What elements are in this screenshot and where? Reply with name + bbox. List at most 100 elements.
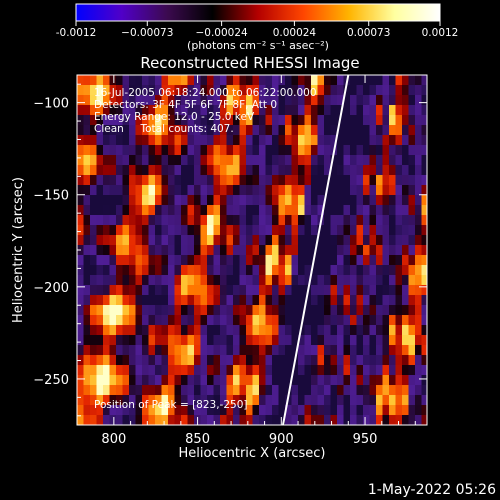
heatmap-cell bbox=[148, 225, 156, 236]
heatmap-cell bbox=[311, 175, 318, 186]
heatmap-cell bbox=[350, 155, 357, 166]
heatmap-cell bbox=[103, 195, 110, 206]
heatmap-cell bbox=[83, 305, 91, 316]
heatmap-cell bbox=[337, 135, 344, 146]
heatmap-cell bbox=[330, 325, 338, 336]
heatmap-cell bbox=[207, 95, 214, 106]
heatmap-cell bbox=[142, 135, 149, 146]
heatmap-cell bbox=[226, 305, 234, 316]
heatmap-cell bbox=[187, 295, 195, 306]
heatmap-cell bbox=[259, 85, 266, 96]
heatmap-cell bbox=[90, 115, 97, 126]
heatmap-cell bbox=[246, 255, 253, 266]
heatmap-cell bbox=[330, 215, 338, 226]
heatmap-cell bbox=[213, 365, 221, 376]
heatmap-cell bbox=[90, 235, 97, 246]
heatmap-cell bbox=[239, 285, 247, 296]
heatmap-cell bbox=[304, 275, 312, 286]
heatmap-cell bbox=[350, 115, 357, 126]
heatmap-cell bbox=[142, 125, 149, 136]
heatmap-cell bbox=[278, 155, 286, 166]
heatmap-cell bbox=[298, 75, 305, 86]
heatmap-cell bbox=[421, 235, 427, 246]
heatmap-cell bbox=[408, 75, 416, 86]
heatmap-cell bbox=[369, 175, 377, 186]
heatmap-cell bbox=[90, 135, 97, 146]
heatmap-cell bbox=[389, 345, 396, 356]
heatmap-cell bbox=[207, 365, 214, 376]
heatmap-cell bbox=[278, 145, 286, 156]
heatmap-cell bbox=[194, 135, 201, 146]
heatmap-cell bbox=[337, 125, 344, 136]
heatmap-cell bbox=[317, 125, 325, 136]
heatmap-cell bbox=[402, 215, 409, 226]
heatmap-cell bbox=[298, 175, 305, 186]
heatmap-cell bbox=[135, 205, 143, 216]
heatmap-cell bbox=[291, 375, 299, 386]
heatmap-cell bbox=[220, 375, 227, 386]
heatmap-cell bbox=[304, 235, 312, 246]
heatmap-cell bbox=[239, 245, 247, 256]
heatmap-cell bbox=[363, 185, 370, 196]
heatmap-cell bbox=[337, 175, 344, 186]
heatmap-cell bbox=[129, 185, 136, 196]
heatmap-cell bbox=[181, 415, 188, 425]
heatmap-cell bbox=[246, 145, 253, 156]
heatmap-cell bbox=[395, 165, 403, 176]
heatmap-cell bbox=[233, 205, 240, 216]
heatmap-cell bbox=[226, 145, 234, 156]
heatmap-cell bbox=[129, 375, 136, 386]
heatmap-cell bbox=[116, 335, 123, 346]
heatmap-cell bbox=[252, 345, 260, 356]
heatmap-cell bbox=[408, 245, 416, 256]
heatmap-cell bbox=[369, 365, 377, 376]
heatmap-cell bbox=[116, 285, 123, 296]
heatmap-cell bbox=[363, 215, 370, 226]
heatmap-cell bbox=[415, 115, 422, 126]
heatmap-cell bbox=[90, 205, 97, 216]
heatmap-cell bbox=[122, 125, 130, 136]
heatmap-cell bbox=[96, 355, 104, 366]
heatmap-cell bbox=[421, 155, 427, 166]
heatmap-cell bbox=[200, 345, 208, 356]
heatmap-cell bbox=[376, 155, 383, 166]
heatmap-cell bbox=[408, 195, 416, 206]
heatmap-cell bbox=[389, 215, 396, 226]
heatmap-cell bbox=[382, 395, 390, 406]
heatmap-cell bbox=[415, 315, 422, 326]
heatmap-cell bbox=[161, 135, 169, 146]
heatmap-cell bbox=[395, 155, 403, 166]
heatmap-cell bbox=[272, 255, 279, 266]
heatmap-cell bbox=[135, 235, 143, 246]
heatmap-cell bbox=[350, 375, 357, 386]
heatmap-cell bbox=[278, 175, 286, 186]
heatmap-cell bbox=[402, 185, 409, 196]
heatmap-cell bbox=[213, 205, 221, 216]
heatmap-cell bbox=[168, 215, 175, 226]
heatmap-cell bbox=[200, 385, 208, 396]
heatmap-cell bbox=[252, 285, 260, 296]
heatmap-cell bbox=[298, 135, 305, 146]
heatmap-cell bbox=[187, 155, 195, 166]
heatmap-cell bbox=[350, 345, 357, 356]
heatmap-cell bbox=[389, 175, 396, 186]
heatmap-cell bbox=[278, 75, 286, 86]
heatmap-cell bbox=[213, 235, 221, 246]
heatmap-cell bbox=[187, 225, 195, 236]
heatmap-cell bbox=[187, 175, 195, 186]
heatmap-cell bbox=[142, 155, 149, 166]
heatmap-cell bbox=[194, 375, 201, 386]
heatmap-cell bbox=[135, 195, 143, 206]
heatmap-cell bbox=[122, 155, 130, 166]
heatmap-cell bbox=[155, 255, 162, 266]
heatmap-cell bbox=[233, 265, 240, 276]
heatmap-cell bbox=[194, 205, 201, 216]
heatmap-cell bbox=[239, 395, 247, 406]
heatmap-cell bbox=[239, 75, 247, 86]
heatmap-cell bbox=[90, 75, 97, 86]
heatmap-cell bbox=[363, 75, 370, 86]
heatmap-cell bbox=[311, 85, 318, 96]
heatmap-cell bbox=[161, 415, 169, 425]
heatmap-cell bbox=[181, 175, 188, 186]
heatmap-cell bbox=[363, 295, 370, 306]
